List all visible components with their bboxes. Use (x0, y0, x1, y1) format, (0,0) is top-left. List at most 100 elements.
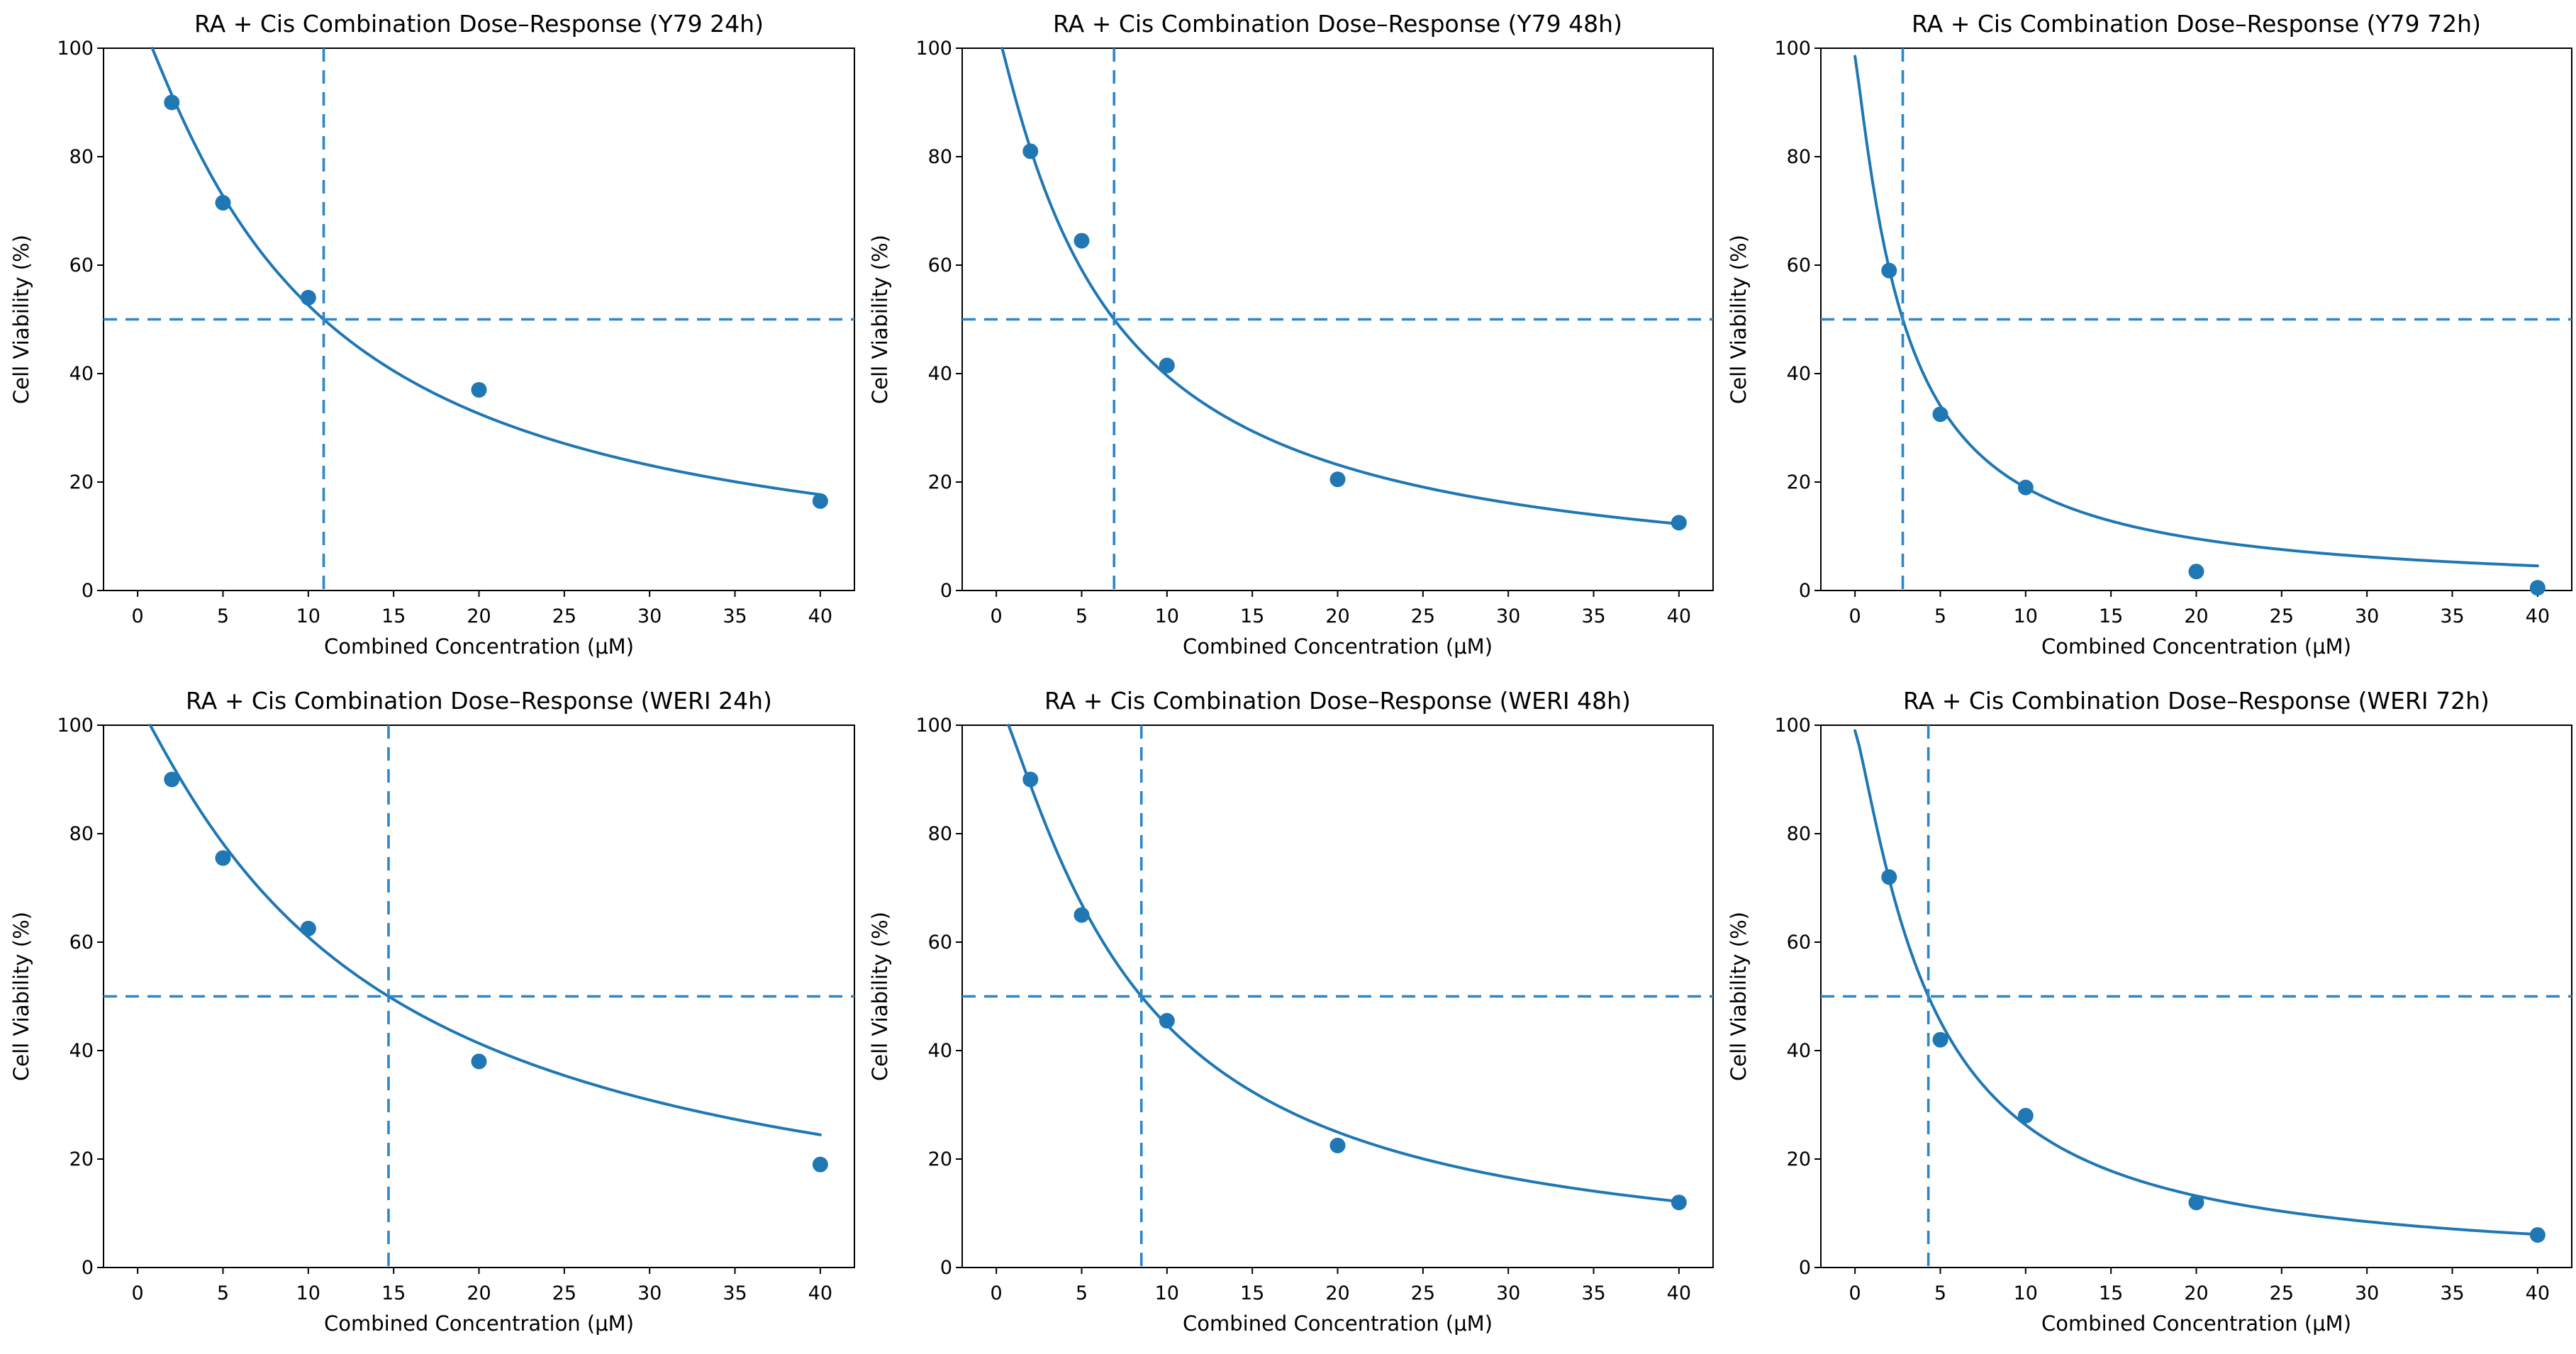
y-axis-label: Cell Viability (%) (9, 912, 33, 1081)
y-tick-label: 40 (1787, 1040, 1811, 1062)
data-point (2529, 1227, 2546, 1243)
x-tick-label: 0 (1849, 1282, 1861, 1304)
y-tick-label: 60 (1787, 931, 1811, 953)
dose-response-chart-weri-48h: RA + Cis Combination Dose–Response (WERI… (868, 687, 1714, 1336)
data-point (2188, 564, 2204, 580)
fit-curve (1853, 729, 2539, 1236)
y-tick-label: 0 (1799, 580, 1811, 602)
data-point (215, 850, 231, 866)
data-point (1932, 1031, 1948, 1048)
x-tick-label: 35 (2440, 605, 2464, 627)
x-tick-label: 5 (1934, 605, 1946, 627)
subplot-weri-24h: RA + Cis Combination Dose–Response (WERI… (0, 677, 859, 1354)
dose-response-chart-y79-48h: RA + Cis Combination Dose–Response (Y79 … (868, 10, 1714, 659)
x-axis-label: Combined Concentration (μM) (324, 634, 634, 659)
x-tick-label: 5 (1934, 1282, 1946, 1304)
dose-response-chart-y79-72h: RA + Cis Combination Dose–Response (Y79 … (1727, 10, 2572, 659)
x-tick-label: 35 (723, 1282, 747, 1304)
x-tick-label: 40 (808, 605, 832, 627)
data-point (2529, 580, 2546, 596)
x-tick-label: 10 (296, 1282, 320, 1304)
x-tick-label: 0 (132, 605, 144, 627)
y-tick-label: 100 (1774, 715, 1811, 737)
data-point (1074, 907, 1090, 923)
y-tick-label: 20 (1787, 1148, 1811, 1170)
x-tick-label: 15 (1240, 1282, 1264, 1304)
x-axis-label: Combined Concentration (μM) (2041, 634, 2351, 659)
y-tick-label: 80 (69, 823, 94, 845)
x-tick-label: 15 (381, 1282, 406, 1304)
x-tick-label: 20 (2184, 1282, 2208, 1304)
data-point (1671, 1194, 1687, 1211)
x-tick-label: 30 (637, 605, 662, 627)
x-tick-label: 30 (1496, 1282, 1520, 1304)
data-point (215, 195, 231, 211)
y-tick-label: 80 (928, 146, 952, 168)
subplot-weri-48h: RA + Cis Combination Dose–Response (WERI… (859, 677, 1717, 1354)
x-tick-label: 30 (637, 1282, 662, 1304)
y-tick-label: 20 (928, 471, 952, 493)
subplot-y79-72h: RA + Cis Combination Dose–Response (Y79 … (1717, 0, 2576, 677)
y-tick-label: 80 (928, 823, 952, 845)
x-tick-label: 10 (1155, 1282, 1179, 1304)
fit-curve (148, 724, 822, 1136)
plot-title: RA + Cis Combination Dose–Response (WERI… (186, 687, 772, 715)
y-tick-label: 80 (1787, 146, 1811, 168)
y-tick-label: 60 (1787, 254, 1811, 276)
x-tick-label: 10 (2014, 1282, 2038, 1304)
y-tick-label: 100 (915, 715, 952, 737)
x-tick-label: 0 (132, 1282, 144, 1304)
x-tick-label: 35 (1581, 1282, 1605, 1304)
data-point (1329, 471, 1346, 488)
y-axis-label: Cell Viability (%) (9, 235, 33, 404)
dose-response-chart-y79-24h: RA + Cis Combination Dose–Response (Y79 … (9, 10, 855, 659)
data-point (164, 771, 180, 788)
data-point (1932, 406, 1948, 423)
data-point (812, 493, 828, 509)
x-axis-label: Combined Concentration (μM) (2041, 1311, 2351, 1336)
data-point (1159, 1012, 1175, 1029)
y-tick-label: 80 (69, 146, 94, 168)
y-tick-label: 0 (82, 580, 94, 602)
plot-title: RA + Cis Combination Dose–Response (WERI… (1044, 687, 1631, 715)
y-tick-label: 20 (928, 1148, 952, 1170)
x-tick-label: 40 (2526, 605, 2550, 627)
y-axis-label: Cell Viability (%) (868, 235, 892, 404)
x-tick-label: 5 (1076, 1282, 1088, 1304)
x-tick-label: 30 (2355, 605, 2379, 627)
subplot-y79-48h: RA + Cis Combination Dose–Response (Y79 … (859, 0, 1717, 677)
x-tick-label: 20 (1325, 605, 1349, 627)
x-tick-label: 35 (723, 605, 747, 627)
x-tick-label: 35 (2440, 1282, 2464, 1304)
subplot-weri-72h: RA + Cis Combination Dose–Response (WERI… (1717, 677, 2576, 1354)
y-tick-label: 0 (940, 580, 952, 602)
x-tick-label: 40 (2526, 1282, 2550, 1304)
x-tick-label: 30 (1496, 605, 1520, 627)
fit-curve (150, 47, 822, 496)
y-tick-label: 40 (928, 1040, 952, 1062)
subplot-y79-24h: RA + Cis Combination Dose–Response (Y79 … (0, 0, 859, 677)
fit-curve (1007, 724, 1680, 1203)
x-tick-label: 0 (991, 1282, 1003, 1304)
data-point (164, 94, 180, 111)
fit-curve (1853, 55, 2539, 568)
x-tick-label: 10 (296, 605, 320, 627)
y-tick-label: 60 (928, 254, 952, 276)
y-axis-label: Cell Viability (%) (1727, 912, 1751, 1081)
x-tick-label: 40 (1667, 1282, 1691, 1304)
y-tick-label: 40 (69, 1040, 94, 1062)
data-point (1881, 869, 1897, 885)
x-tick-label: 10 (2014, 605, 2038, 627)
x-tick-label: 20 (467, 1282, 491, 1304)
x-tick-label: 25 (1411, 605, 1435, 627)
data-point (2017, 1107, 2034, 1124)
y-tick-label: 20 (1787, 471, 1811, 493)
x-axis-label: Combined Concentration (μM) (1183, 634, 1493, 659)
y-tick-label: 100 (1774, 38, 1811, 60)
data-point (471, 381, 487, 398)
y-tick-label: 100 (57, 715, 94, 737)
x-tick-label: 25 (2270, 605, 2294, 627)
plot-title: RA + Cis Combination Dose–Response (Y79 … (1053, 10, 1622, 38)
data-point (300, 289, 316, 306)
y-tick-label: 0 (1799, 1257, 1811, 1279)
